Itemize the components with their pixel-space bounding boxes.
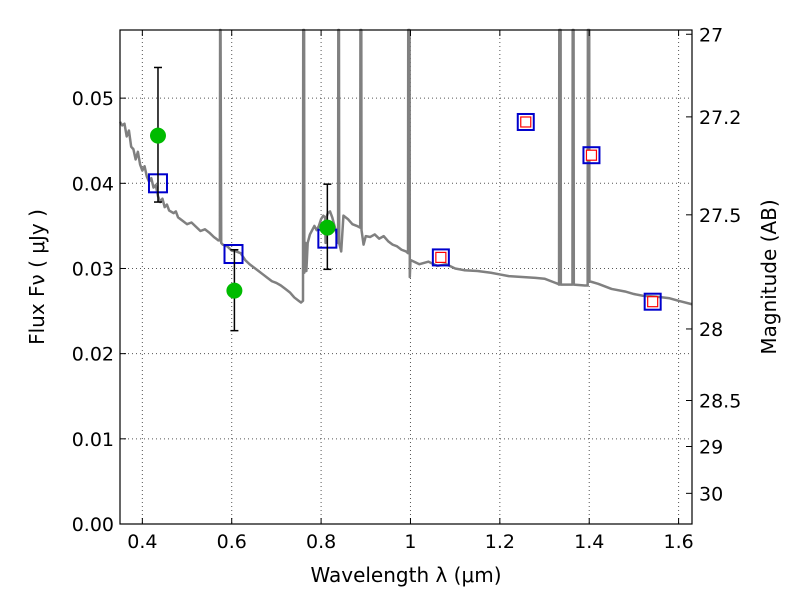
plot-frame — [119, 29, 693, 525]
axes-frame — [119, 29, 693, 525]
y-tick-label: 0.02 — [72, 344, 114, 366]
photometry-point — [149, 127, 166, 144]
x-tick-label: 0.4 — [127, 531, 157, 553]
axis-ticks: 0.4 0.6 0.8 1 1.2 1.4 1.6 0.00 0.01 0.02 0.03 0.04 0… — [72, 24, 742, 553]
magnitude-tick-label: 30 — [699, 483, 723, 505]
y-tick-label: 0.00 — [72, 514, 114, 536]
model-square — [643, 292, 662, 311]
magnitude-tick-label: 29 — [699, 436, 723, 458]
sed-curve-layer — [118, 28, 693, 306]
y-tick-label: 0.04 — [72, 173, 114, 195]
model-square — [516, 112, 535, 131]
x-tick-label: 1.2 — [485, 531, 515, 553]
model-square — [431, 248, 450, 267]
photometry-point — [319, 219, 336, 236]
model-square-inner — [647, 296, 659, 308]
magnitude-tick-label: 27.5 — [699, 205, 741, 227]
x-axis-label: Wavelength λ (μm) — [310, 563, 501, 587]
photometry-points-layer — [149, 66, 336, 332]
model-square — [223, 244, 244, 265]
x-tick-label: 1 — [404, 531, 416, 553]
y-tick-label: 0.05 — [72, 88, 114, 110]
x-tick-label: 1.6 — [663, 531, 693, 553]
y-axis-label-left: Flux Fν ( μJy ) — [25, 209, 49, 345]
x-tick-label: 0.8 — [306, 531, 336, 553]
x-tick-label: 0.6 — [217, 531, 247, 553]
magnitude-tick-label: 28.5 — [699, 391, 741, 413]
y-tick-label: 0.01 — [72, 429, 114, 451]
x-tick-label: 1.4 — [574, 531, 604, 553]
magnitude-tick-label: 27.2 — [699, 107, 741, 129]
y-axis-label-right: Magnitude (AB) — [757, 199, 781, 354]
model-square-inner — [520, 116, 532, 128]
magnitude-tick-label: 27 — [699, 24, 723, 46]
model-squares-layer — [147, 112, 662, 311]
photometry-point — [226, 282, 243, 299]
model-square — [582, 146, 601, 165]
grid-lines — [120, 30, 692, 525]
sed-curve — [118, 28, 693, 306]
magnitude-tick-label: 28 — [699, 319, 723, 341]
model-square-inner — [435, 251, 447, 264]
y-tick-label: 0.03 — [72, 258, 114, 280]
model-square-inner — [585, 149, 598, 161]
